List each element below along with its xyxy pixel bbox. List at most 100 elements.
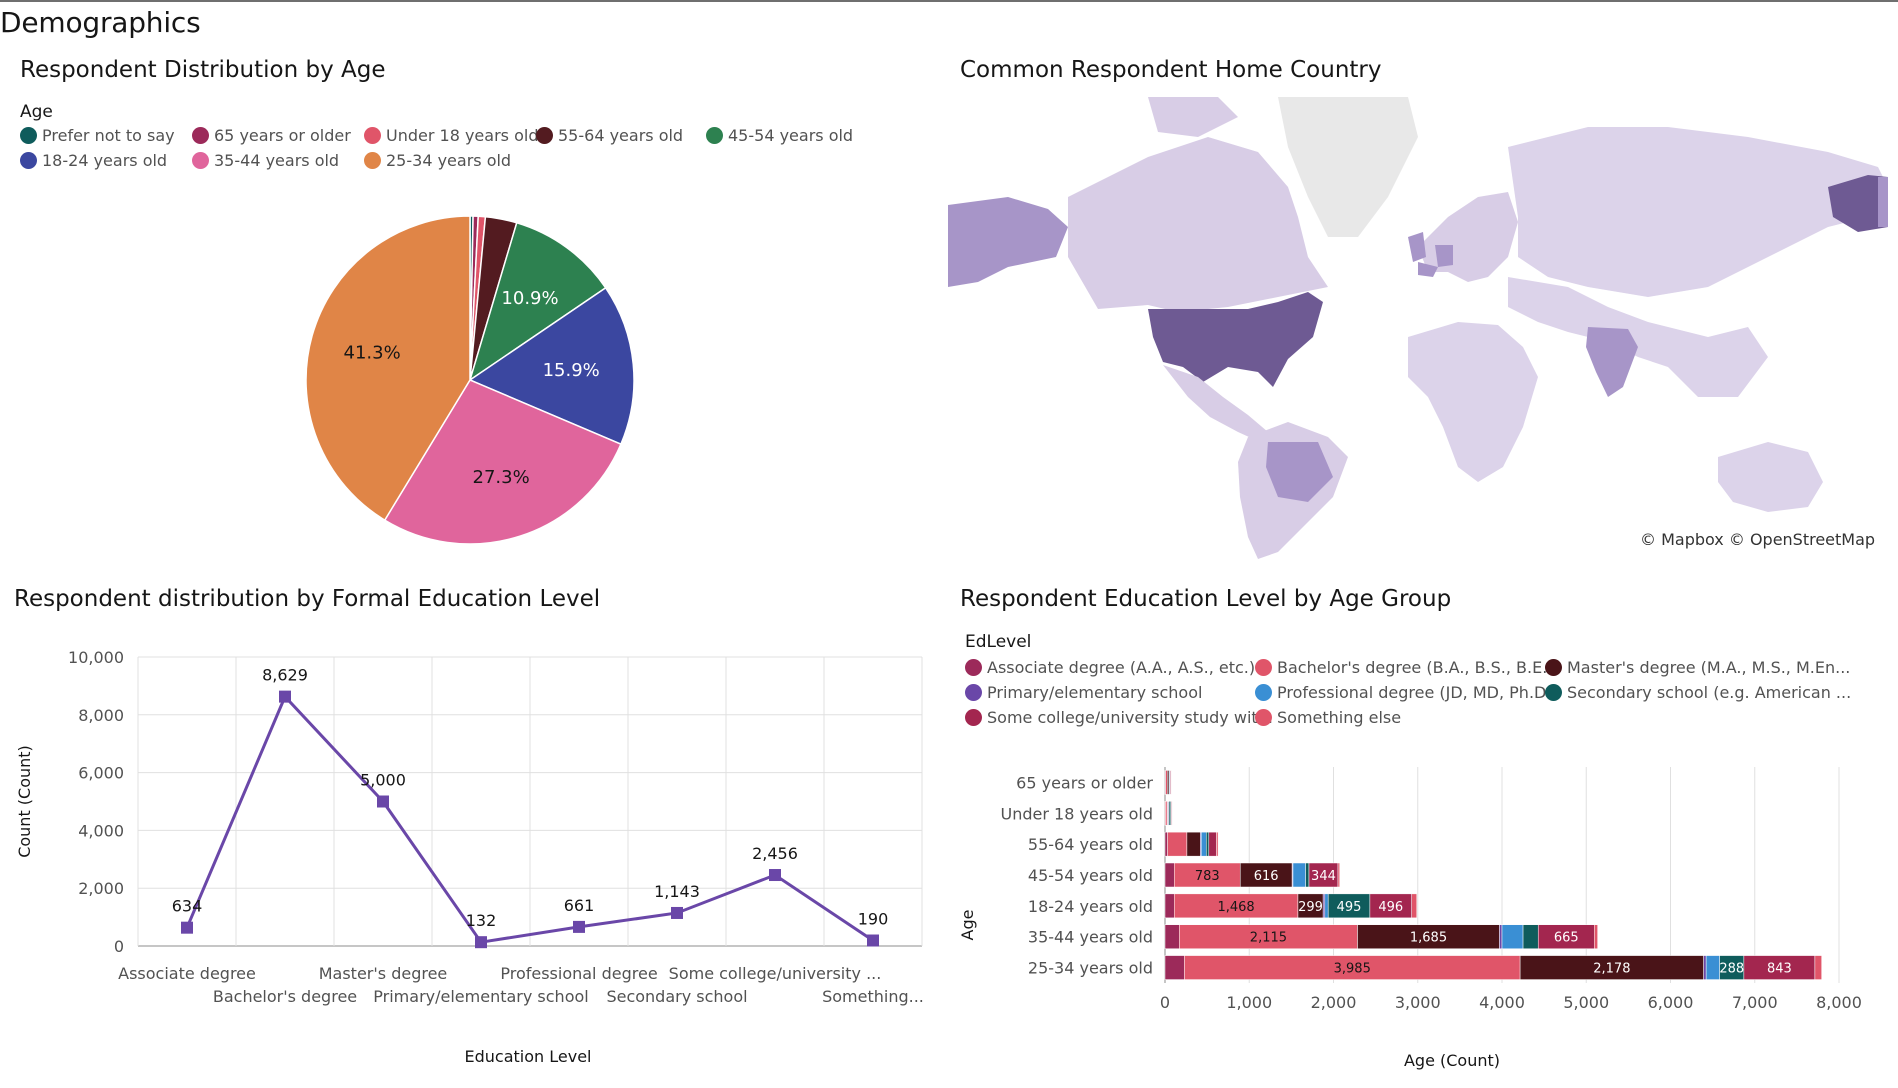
bar-segment[interactable] [1164, 955, 1185, 980]
y-tick-label: 55-64 years old [1028, 835, 1153, 854]
bar-segment[interactable] [1594, 924, 1598, 949]
bar-segment[interactable] [1170, 770, 1172, 795]
bar-segment-label: 1,685 [1410, 931, 1447, 946]
y-axis-label: Age [958, 910, 977, 941]
pie-legend-title: Age [20, 102, 53, 122]
bar-segment[interactable] [1171, 801, 1173, 826]
pie-legend-item[interactable]: 45-54 years old [706, 126, 853, 145]
bar-legend-item[interactable]: Something else [1255, 708, 1401, 727]
pie-slice[interactable] [468, 286, 635, 446]
bar-segment[interactable] [1167, 831, 1188, 857]
y-tick-label: 10,000 [68, 648, 124, 667]
pie-slice[interactable] [305, 215, 471, 522]
pie-slice[interactable] [383, 379, 622, 545]
bar-legend-item[interactable]: Secondary school (e.g. American ... [1545, 683, 1851, 702]
bar-segment[interactable] [1165, 801, 1168, 826]
bar-segment[interactable] [1703, 955, 1707, 980]
bar-legend-item[interactable]: Professional degree (JD, MD, Ph.D... [1255, 683, 1562, 702]
bar-segment[interactable] [1216, 831, 1219, 857]
y-tick-label: 4,000 [78, 821, 124, 840]
data-point[interactable] [475, 936, 487, 949]
bar-segment[interactable] [1501, 924, 1524, 949]
bar-segment[interactable] [1164, 831, 1168, 857]
legend-swatch [1255, 709, 1272, 726]
bar-segment[interactable] [1357, 924, 1500, 949]
map-region-france [1418, 262, 1438, 277]
bar-segment[interactable] [1499, 924, 1503, 949]
bar-segment[interactable] [1174, 862, 1241, 888]
bar-legend-item[interactable]: Master's degree (M.A., M.S., M.En... [1545, 658, 1850, 677]
data-point[interactable] [573, 920, 585, 933]
pie-legend-label: 55-64 years old [558, 126, 684, 145]
data-point[interactable] [769, 869, 781, 882]
bar-segment[interactable] [1308, 862, 1339, 888]
data-point[interactable] [377, 795, 389, 808]
bar-segment[interactable] [1179, 924, 1358, 949]
bar-segment[interactable] [1186, 831, 1201, 857]
y-axis-label: Count (Count) [15, 745, 34, 858]
map-region-mexico [1163, 365, 1268, 442]
pie-legend-item[interactable]: Under 18 years old [364, 126, 538, 145]
pie-legend-label: 45-54 years old [728, 126, 854, 145]
bar-segment[interactable] [1305, 862, 1310, 888]
bar-segment[interactable] [1206, 831, 1210, 857]
pie-legend-item[interactable]: 18-24 years old [20, 151, 167, 170]
bar-segment[interactable] [1322, 893, 1326, 919]
bar-segment[interactable] [1174, 893, 1299, 919]
bar-segment[interactable] [1411, 893, 1417, 919]
bar-segment-label: 616 [1254, 869, 1279, 884]
pie-legend-label: 25-34 years old [386, 151, 512, 170]
bar-segment[interactable] [1705, 955, 1720, 980]
pie-legend-item[interactable]: Prefer not to say [20, 126, 175, 145]
bar-segment[interactable] [1522, 924, 1539, 949]
data-point[interactable] [181, 921, 193, 934]
bar-legend-item[interactable]: Some college/university study wit... [965, 708, 1273, 727]
bar-segment[interactable] [1292, 862, 1306, 888]
bar-segment[interactable] [1327, 893, 1371, 919]
line-chart[interactable]: 0 2,000 4,000 6,000 8,000 10,000 Count (Count)… [0, 630, 940, 1080]
bar-segment[interactable] [1164, 862, 1175, 888]
bar-segment-label: 3,985 [1334, 962, 1371, 977]
bar-segment[interactable] [1324, 893, 1329, 919]
pie-legend-item[interactable]: 55-64 years old [536, 126, 683, 145]
bar-segment[interactable] [1164, 924, 1180, 949]
data-point[interactable] [671, 906, 683, 919]
map-attribution: © Mapbox © OpenStreetMap [1640, 530, 1876, 549]
legend-swatch [1255, 684, 1272, 701]
map-region-germany [1435, 245, 1453, 267]
pie-legend-item[interactable]: 35-44 years old [192, 151, 339, 170]
bar-segment[interactable] [1297, 893, 1324, 919]
bar-legend-item[interactable]: Primary/elementary school [965, 683, 1202, 702]
bar-segment[interactable] [1208, 831, 1217, 857]
bar-segment[interactable] [1184, 955, 1521, 980]
bar-segment-label: 299 [1298, 900, 1323, 915]
pie-legend-item[interactable]: 65 years or older [192, 126, 351, 145]
y-tick-label: 18-24 years old [1028, 897, 1153, 916]
bar-segment[interactable] [1168, 801, 1171, 826]
bar-segment[interactable] [1167, 770, 1170, 795]
bar-legend-item[interactable]: Bachelor's degree (B.A., B.S., B.E... [1255, 658, 1557, 677]
map-region-canada [1068, 137, 1328, 312]
pie-legend-item[interactable]: 25-34 years old [364, 151, 511, 170]
bar-segment[interactable] [1369, 893, 1412, 919]
map-region-india [1586, 327, 1638, 397]
bar-segment[interactable] [1719, 955, 1745, 980]
data-label: 2,456 [752, 844, 798, 863]
bar-segment[interactable] [1164, 893, 1175, 919]
bar-segment-label: 2,178 [1593, 962, 1630, 977]
bar-segment[interactable] [1814, 955, 1822, 980]
bar-legend-item[interactable]: Associate degree (A.A., A.S., etc.) [965, 658, 1255, 677]
pie-slice[interactable] [468, 221, 607, 382]
bar-legend-label: Professional degree (JD, MD, Ph.D... [1277, 683, 1562, 702]
bar-segment[interactable] [1165, 770, 1168, 795]
world-map[interactable] [948, 97, 1888, 559]
stacked-bar-chart[interactable]: 0 1,000 2,000 3,000 4,000 5,000 6,000 7,000 8,00… [948, 750, 1888, 1080]
data-point[interactable] [867, 934, 879, 947]
bar-legend-title: EdLevel [965, 632, 1032, 652]
data-label: 8,629 [262, 666, 308, 685]
pie-chart[interactable]: 10.9% 15.9% 27.3% 41.3% [280, 190, 660, 570]
data-point[interactable] [279, 690, 291, 703]
bar-segment[interactable] [1200, 831, 1207, 857]
bar-segment[interactable] [1537, 924, 1595, 949]
bar-segment[interactable] [1337, 862, 1340, 888]
